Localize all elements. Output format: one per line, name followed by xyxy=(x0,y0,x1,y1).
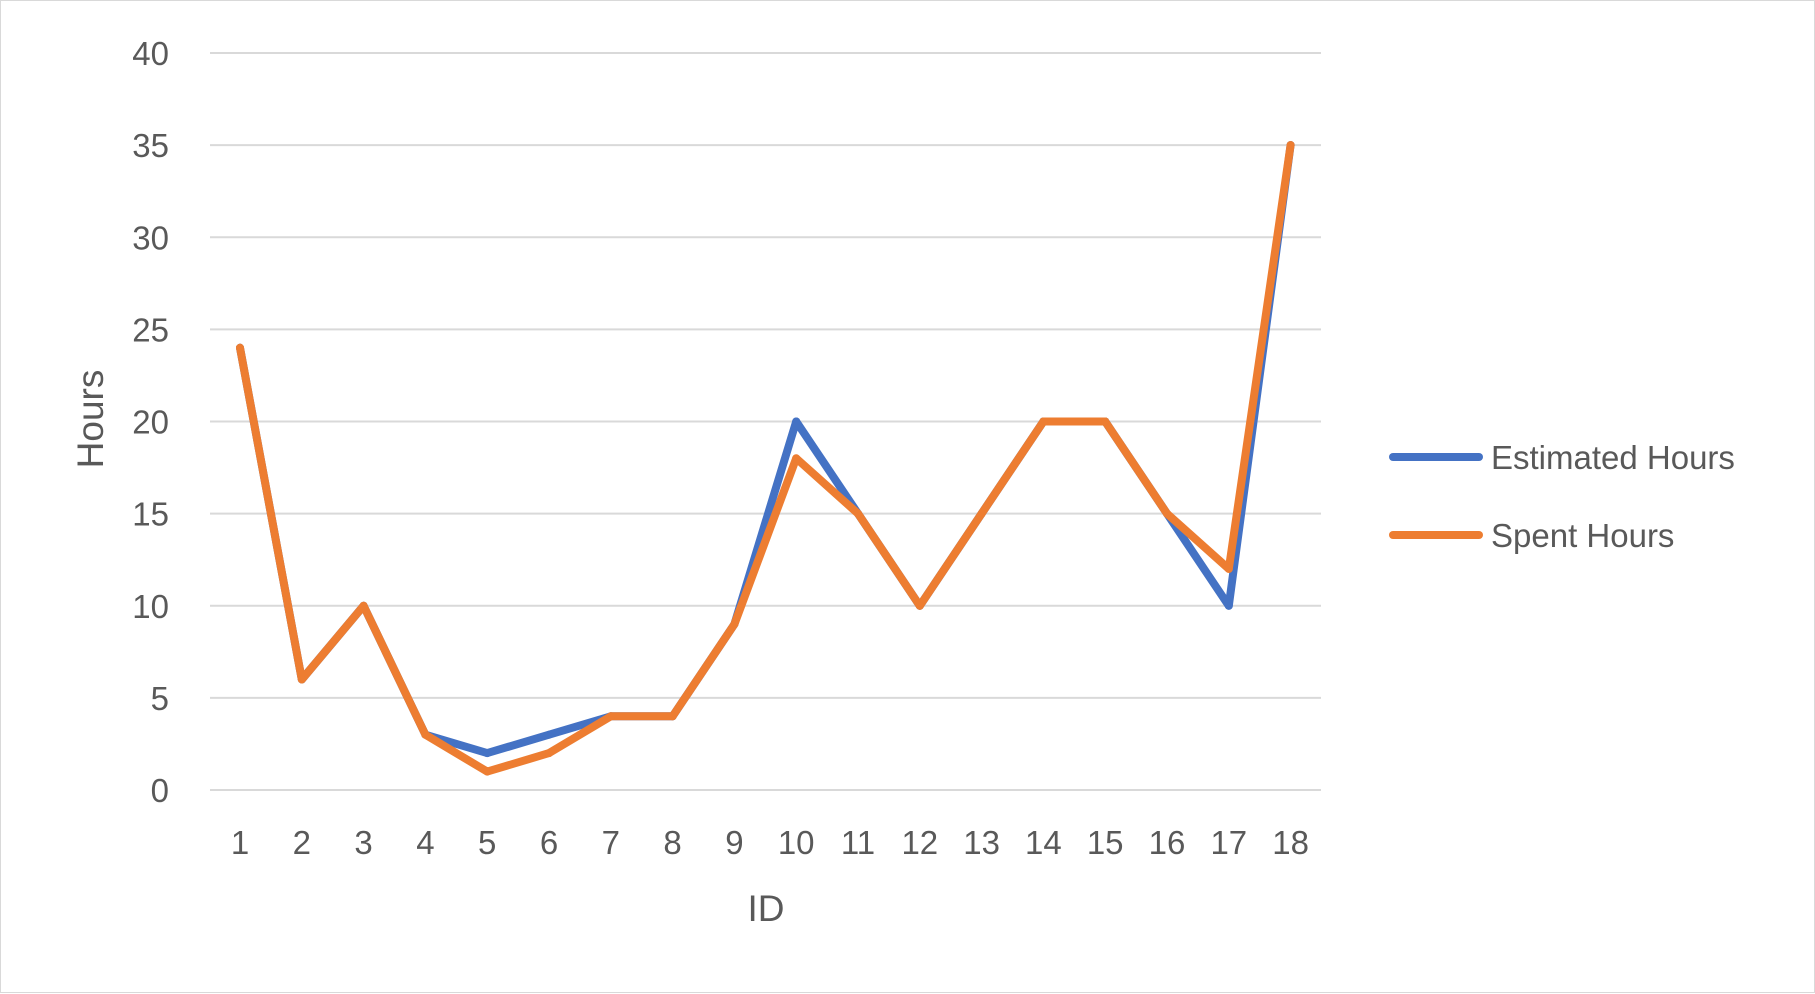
data-point xyxy=(359,601,368,610)
x-tick-label: 8 xyxy=(663,824,681,861)
x-tick-label: 15 xyxy=(1087,824,1124,861)
gridlines xyxy=(210,52,1321,791)
x-tick-label: 7 xyxy=(602,824,620,861)
data-point xyxy=(236,343,244,352)
data-point xyxy=(1286,141,1295,150)
x-tick-label: 17 xyxy=(1210,824,1247,861)
x-tick-label: 18 xyxy=(1272,824,1309,861)
x-tick-label: 1 xyxy=(231,824,249,861)
data-point xyxy=(792,454,801,463)
x-tick-label: 11 xyxy=(841,824,875,861)
x-tick-label: 12 xyxy=(901,824,938,861)
data-point xyxy=(730,620,739,629)
data-point xyxy=(545,749,553,758)
data-point xyxy=(421,730,430,739)
y-axis-ticks: 0 5 10 15 20 25 30 35 40 xyxy=(132,35,169,809)
data-point xyxy=(483,767,492,776)
data-point xyxy=(1163,509,1171,518)
x-tick-label: 3 xyxy=(354,824,372,861)
data-point xyxy=(854,509,862,518)
y-tick-label: 25 xyxy=(132,311,169,348)
y-tick-label: 15 xyxy=(132,496,169,533)
data-point xyxy=(545,730,553,739)
x-axis-title: ID xyxy=(748,888,785,929)
x-tick-label: 14 xyxy=(1025,824,1062,861)
x-axis-ticks: 1 2 3 4 5 6 7 8 9 10 11 12 13 14 15 16 17 18 xyxy=(231,824,1309,861)
data-point xyxy=(668,712,677,721)
x-tick-label: 6 xyxy=(540,824,558,861)
data-point xyxy=(1101,417,1110,426)
legend: Estimated Hours Spent Hours xyxy=(1389,439,1735,554)
data-point xyxy=(1039,417,1048,426)
y-tick-label: 0 xyxy=(151,772,169,809)
y-axis-title: Hours xyxy=(70,370,111,469)
x-tick-label: 9 xyxy=(725,824,743,861)
data-point xyxy=(297,675,306,684)
y-tick-label: 35 xyxy=(132,127,169,164)
legend-label: Spent Hours xyxy=(1491,517,1674,554)
x-tick-label: 5 xyxy=(478,824,496,861)
x-tick-label: 10 xyxy=(778,824,815,861)
y-tick-label: 30 xyxy=(132,219,169,256)
x-tick-label: 13 xyxy=(963,824,1000,861)
data-point xyxy=(977,509,986,518)
data-point xyxy=(915,601,924,610)
legend-label: Estimated Hours xyxy=(1491,439,1735,476)
x-tick-label: 16 xyxy=(1149,824,1186,861)
y-tick-label: 5 xyxy=(151,680,169,717)
data-point xyxy=(1224,601,1233,610)
y-tick-label: 40 xyxy=(132,35,169,72)
series-lines xyxy=(236,141,1295,776)
x-tick-label: 4 xyxy=(416,824,434,861)
data-point xyxy=(483,749,492,758)
y-tick-label: 20 xyxy=(132,404,169,441)
data-point xyxy=(792,417,801,426)
y-tick-label: 10 xyxy=(132,588,169,625)
data-point xyxy=(1224,564,1233,573)
x-tick-label: 2 xyxy=(293,824,311,861)
data-point xyxy=(606,712,615,721)
series-line-spent-hours xyxy=(236,141,1295,776)
